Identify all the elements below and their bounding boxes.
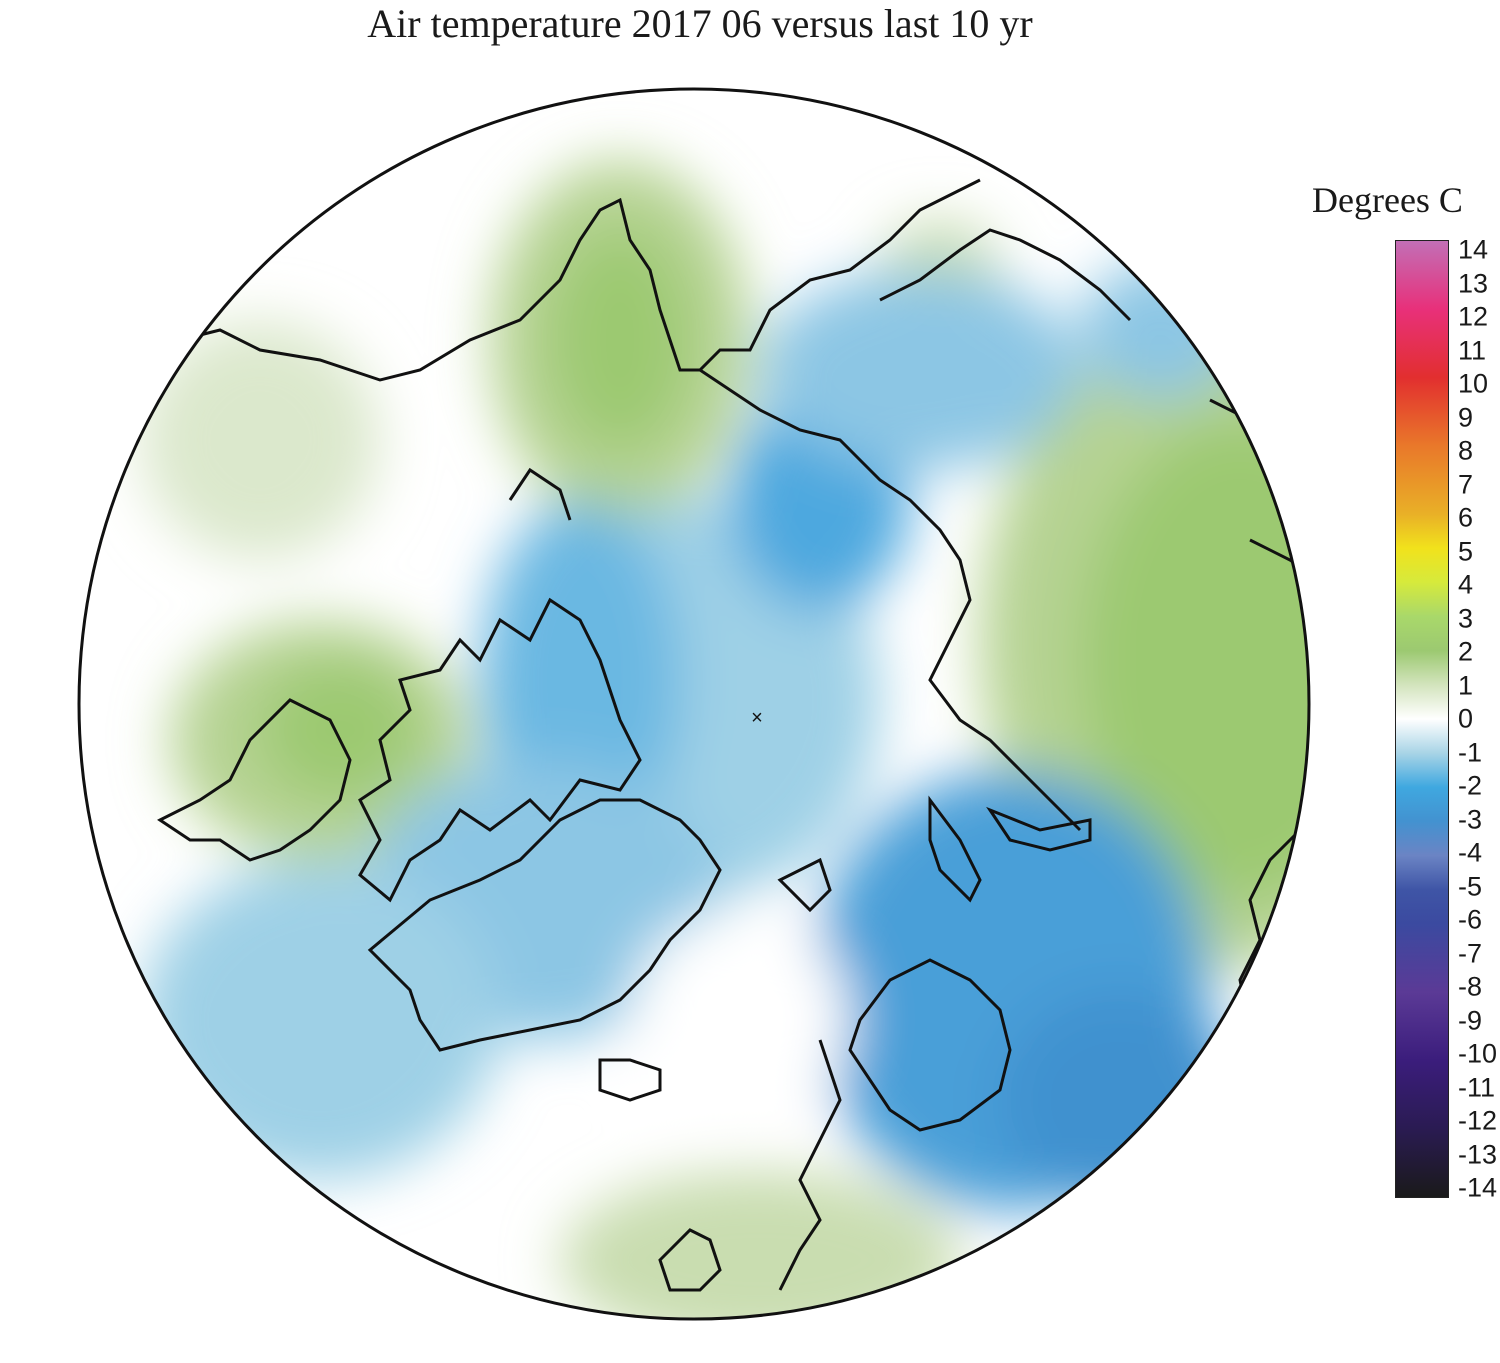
colorbar-tick-label: -8 — [1458, 971, 1483, 1002]
colorbar-tick-label: -2 — [1458, 770, 1483, 801]
colorbar-tick-label: 2 — [1458, 636, 1474, 667]
colorbar-tick-label: -4 — [1458, 837, 1483, 868]
colorbar-ticks: 14 13 12 11 10 9 8 7 6 5 4 3 2 1 0 -1 -2 -3 -4 -5 -6 -7 -8 -9 -1… — [1458, 234, 1500, 1201]
colorbar-tick-label: -13 — [1458, 1139, 1498, 1169]
colorbar-tick-label: -7 — [1458, 938, 1483, 968]
colorbar-tick-label: 4 — [1458, 569, 1474, 600]
colorbar-tick-label: 1 — [1458, 670, 1474, 700]
colorbar-tick-label: 9 — [1458, 402, 1474, 432]
colorbar-tick-label: -3 — [1458, 804, 1483, 834]
colorbar-tick-label: 6 — [1458, 502, 1474, 533]
colorbar-tick-label: -5 — [1458, 871, 1483, 901]
colorbar-tick-label: 11 — [1458, 335, 1487, 365]
map-boundary — [77, 87, 1311, 1321]
colorbar-tick-label: 7 — [1458, 469, 1474, 499]
colorbar-tick-label: -12 — [1458, 1105, 1498, 1136]
colorbar-tick-label: 5 — [1458, 536, 1474, 566]
colorbar-tick-label: 12 — [1458, 301, 1489, 332]
colorbar-tick-label: 8 — [1458, 435, 1474, 466]
colorbar-tick-label: -6 — [1458, 904, 1483, 935]
colorbar-tick-label: -1 — [1458, 737, 1483, 767]
colorbar-tick-label: -11 — [1458, 1072, 1496, 1102]
polar-map-svg: × — [77, 87, 1311, 1321]
colorbar-tick-label: 14 — [1458, 234, 1489, 265]
polar-map: × — [60, 40, 1360, 1360]
colorbar-tick-label: 10 — [1458, 368, 1489, 399]
colorbar-tick-label: 0 — [1458, 703, 1474, 734]
colorbar-tick-label: -10 — [1458, 1038, 1498, 1069]
chart-title: Air temperature 2017 06 versus last 10 y… — [367, 1, 1033, 46]
colorbar-tick-label: 13 — [1458, 268, 1489, 298]
legend-title: Degrees C — [1312, 180, 1463, 220]
temperature-field — [79, 89, 1309, 1319]
colorbar-tick-label: -9 — [1458, 1005, 1483, 1035]
north-pole-marker: × — [751, 707, 763, 729]
colorbar-tick-label: 3 — [1458, 603, 1474, 633]
colorbar — [1395, 240, 1449, 1198]
coastlines — [157, 178, 1309, 1292]
colorbar-tick-label: -14 — [1458, 1172, 1498, 1203]
